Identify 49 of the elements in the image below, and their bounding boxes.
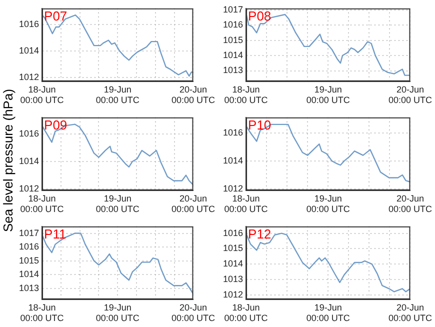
x-tick-label: 20-Jun 00:00 UTC (388, 193, 432, 214)
x-tick-label: 19-Jun 00:00 UTC (96, 302, 140, 324)
x-tick-label: 20-Jun 00:00 UTC (388, 84, 432, 106)
x-tick-label: 20-Jun 00:00 UTC (388, 302, 432, 324)
y-tick-label: 1016 (18, 242, 40, 252)
y-tick-label: 1012 (222, 183, 244, 194)
x-tick-label: 18-Jun 00:00 UTC (224, 193, 268, 214)
chart-title: P09 (44, 117, 68, 132)
y-axis-title: Sea level pressure (hPa) (0, 88, 16, 234)
x-tick-label: 18-Jun 00:00 UTC (20, 302, 64, 324)
y-tick-label: 1013 (222, 274, 244, 284)
x-tick-label: 18-Jun 00:00 UTC (224, 84, 268, 106)
y-tick-label: 1017 (18, 228, 40, 238)
x-tick-label: 20-Jun 00:00 UTC (171, 193, 216, 214)
x-tick-label: 19-Jun 00:00 UTC (96, 84, 140, 106)
y-tick-label: 1013 (222, 65, 244, 76)
y-tick-label: 1014 (222, 50, 244, 60)
y-tick-label: 1016 (222, 20, 244, 30)
chart-title: P08 (248, 8, 272, 24)
y-tick-label: 1012 (18, 184, 40, 194)
y-tick-label: 1015 (222, 34, 244, 45)
y-tick-label: 1012 (222, 289, 244, 300)
x-tick-label: 19-Jun 00:00 UTC (306, 193, 350, 214)
x-tick-label: 18-Jun 00:00 UTC (224, 302, 268, 324)
y-tick-label: 1016 (18, 18, 40, 29)
chart-title: P12 (248, 226, 272, 242)
y-tick-label: 1013 (18, 282, 40, 293)
y-tick-label: 1015 (18, 255, 40, 266)
x-tick-label: 20-Jun 00:00 UTC (171, 302, 216, 324)
x-tick-label: 19-Jun 00:00 UTC (96, 193, 140, 214)
y-tick-label: 1014 (18, 45, 40, 56)
y-tick-label: 1014 (18, 269, 40, 280)
y-tick-label: 1017 (222, 4, 244, 14)
y-tick-label: 1014 (18, 156, 40, 166)
x-tick-label: 20-Jun 00:00 UTC (171, 84, 216, 106)
y-tick-label: 1014 (222, 258, 244, 269)
y-tick-label: 1016 (222, 127, 244, 138)
chart-title: P10 (248, 117, 272, 132)
x-tick-label: 18-Jun 00:00 UTC (20, 193, 64, 214)
y-tick-label: 1012 (18, 72, 40, 82)
y-tick-label: 1015 (222, 243, 244, 254)
chart-title: P07 (44, 8, 68, 24)
y-tick-label: 1016 (18, 128, 40, 138)
chart-title: P11 (44, 226, 66, 242)
x-tick-label: 19-Jun 00:00 UTC (306, 302, 350, 324)
y-tick-label: 1014 (222, 155, 244, 166)
x-tick-label: 18-Jun 00:00 UTC (20, 84, 64, 106)
y-tick-label: 1016 (222, 228, 244, 238)
x-tick-label: 19-Jun 00:00 UTC (306, 84, 350, 106)
